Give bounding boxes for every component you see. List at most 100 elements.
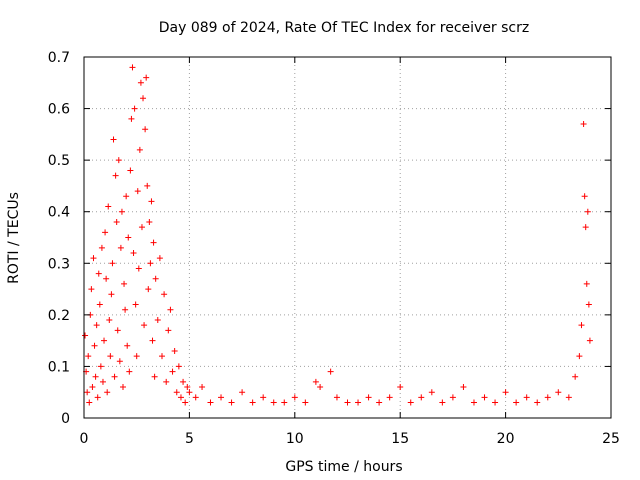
data-point	[136, 146, 143, 153]
data-point	[97, 363, 104, 370]
data-point	[90, 255, 97, 262]
data-point	[117, 244, 124, 251]
data-point	[138, 224, 145, 231]
data-point	[105, 203, 112, 210]
grid-layer	[84, 57, 611, 418]
data-point	[85, 353, 92, 360]
data-point	[302, 399, 309, 406]
data-point	[439, 399, 446, 406]
data-point	[156, 255, 163, 262]
data-point	[333, 394, 340, 401]
data-point	[114, 327, 121, 334]
data-point	[95, 270, 102, 277]
data-point	[418, 394, 425, 401]
data-point	[578, 322, 585, 329]
data-point	[344, 399, 351, 406]
data-point	[107, 353, 114, 360]
data-point	[88, 286, 95, 293]
data-point	[407, 399, 414, 406]
y-tick-label: 0.3	[48, 256, 70, 272]
data-point	[86, 399, 93, 406]
data-point	[544, 394, 551, 401]
data-point	[218, 394, 225, 401]
data-point	[123, 193, 130, 200]
data-point	[141, 322, 148, 329]
data-point	[460, 384, 467, 391]
data-point	[163, 378, 170, 385]
data-point	[585, 301, 592, 308]
data-point	[126, 368, 133, 375]
data-point	[376, 399, 383, 406]
data-point	[492, 399, 499, 406]
data-point	[93, 322, 100, 329]
data-point	[152, 275, 159, 282]
data-point	[586, 337, 593, 344]
data-point	[180, 378, 187, 385]
data-point	[355, 399, 362, 406]
data-point	[199, 384, 206, 391]
data-point	[207, 399, 214, 406]
data-point	[397, 384, 404, 391]
data-point	[576, 353, 583, 360]
data-point	[470, 399, 477, 406]
y-tick-label: 0.4	[48, 205, 70, 221]
data-point	[134, 188, 141, 195]
data-point	[143, 74, 150, 81]
y-tick-label: 0	[61, 411, 70, 427]
data-point	[106, 317, 113, 324]
data-point	[192, 394, 199, 401]
data-point	[116, 358, 123, 365]
data-point	[130, 249, 137, 256]
data-point	[572, 373, 579, 380]
data-point	[102, 229, 109, 236]
data-point	[158, 353, 165, 360]
data-point	[131, 105, 138, 112]
data-point	[161, 291, 168, 298]
data-point	[555, 389, 562, 396]
data-point	[137, 79, 144, 86]
data-point	[113, 219, 120, 226]
x-axis-title: GPS time / hours	[285, 459, 402, 475]
x-tick-label: 20	[497, 431, 515, 447]
x-tick-label: 10	[286, 431, 304, 447]
data-point	[99, 378, 106, 385]
x-tick-label: 5	[185, 431, 194, 447]
data-point	[165, 327, 172, 334]
data-point	[182, 399, 189, 406]
data-point	[154, 317, 161, 324]
x-tick-label: 0	[80, 431, 89, 447]
data-point	[94, 394, 101, 401]
chart-title: Day 089 of 2024, Rate Of TEC Index for r…	[159, 20, 529, 36]
data-point	[119, 384, 126, 391]
data-point	[502, 389, 509, 396]
data-point	[228, 399, 235, 406]
data-point	[108, 291, 115, 298]
data-point	[386, 394, 393, 401]
y-tick-label: 0.5	[48, 153, 70, 169]
data-point	[101, 337, 108, 344]
data-point	[82, 332, 89, 339]
data-point	[239, 389, 246, 396]
data-point	[96, 301, 103, 308]
data-point	[129, 64, 136, 71]
data-point	[140, 95, 147, 102]
data-point	[142, 126, 149, 133]
data-point	[92, 373, 99, 380]
plot-frame	[83, 56, 612, 419]
data-point	[149, 337, 156, 344]
data-point	[84, 389, 91, 396]
data-point	[582, 224, 589, 231]
data-point	[118, 208, 125, 215]
data-point	[146, 219, 153, 226]
data-point	[135, 265, 142, 272]
data-point	[428, 389, 435, 396]
data-point	[581, 193, 588, 200]
data-point	[270, 399, 277, 406]
data-point	[144, 182, 151, 189]
y-tick-label: 0.1	[48, 359, 70, 375]
data-point	[148, 198, 155, 205]
data-point	[260, 394, 267, 401]
data-point	[565, 394, 572, 401]
data-point	[121, 280, 128, 287]
